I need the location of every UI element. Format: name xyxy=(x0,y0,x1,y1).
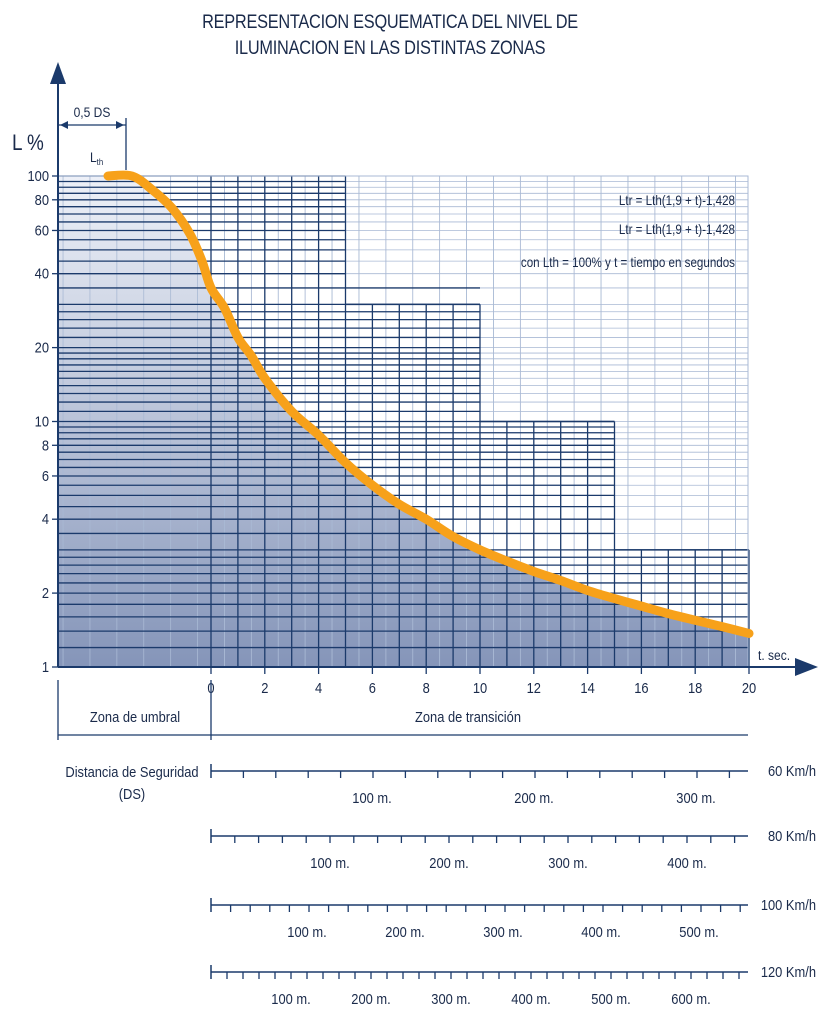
x-tick-label-10: 10 xyxy=(473,679,488,696)
scale-3-mark-5: 600 m. xyxy=(671,990,710,1007)
zone-transicion-label: Zona de transición xyxy=(415,708,521,725)
x-tick-label-12: 12 xyxy=(527,679,542,696)
scale-3-mark-2: 300 m. xyxy=(431,990,470,1007)
scale-0-mark-1: 200 m. xyxy=(514,789,553,806)
scale-2-mark-2: 300 m. xyxy=(483,923,522,940)
scale-1-mark-2: 300 m. xyxy=(548,854,587,871)
scale-0-mark-2: 300 m. xyxy=(676,789,715,806)
x-tick-label-20: 20 xyxy=(742,679,757,696)
y-tick-label-60: 60 xyxy=(35,222,50,239)
formula-line-1: Ltr = Lth(1,9 + t)-1,428 xyxy=(619,193,735,208)
formula-line-3: con Lth = 100% y t = tiempo en segundos xyxy=(521,255,735,270)
chart-title: REPRESENTACION ESQUEMATICA DEL NIVEL DE … xyxy=(158,10,622,62)
y-tick-label-40: 40 xyxy=(35,265,50,282)
distance-label-line-1: Distancia de Seguridad xyxy=(65,763,198,780)
y-tick-label-2: 2 xyxy=(42,584,49,601)
ds-bracket-arrow-left xyxy=(60,121,68,129)
axes xyxy=(50,62,818,676)
scale-0-mark-0: 100 m. xyxy=(352,789,391,806)
x-tick-label-6: 6 xyxy=(369,679,376,696)
distance-scales xyxy=(57,680,748,979)
scale-3-mark-4: 500 m. xyxy=(591,990,630,1007)
scale-1-mark-0: 100 m. xyxy=(310,854,349,871)
x-tick-label-14: 14 xyxy=(580,679,595,696)
scale-3-mark-1: 200 m. xyxy=(351,990,390,1007)
distance-label-line-2: (DS) xyxy=(119,785,145,802)
labels: 12468102040608010002468101214161820L %t.… xyxy=(12,104,816,1007)
y-axis-label: L % xyxy=(12,131,44,156)
y-tick-label-10: 10 xyxy=(35,413,50,430)
ds-bracket-arrow-right xyxy=(116,121,124,129)
x-tick-label-4: 4 xyxy=(315,679,322,696)
x-tick-label-8: 8 xyxy=(423,679,430,696)
y-tick-label-1: 1 xyxy=(42,658,49,675)
grid xyxy=(57,175,750,668)
lth-label: Lth xyxy=(90,149,103,167)
x-axis-label: t. sec. xyxy=(758,647,790,663)
chart-title-line-1: REPRESENTACION ESQUEMATICA DEL NIVEL DE xyxy=(202,12,578,33)
scale-2-mark-0: 100 m. xyxy=(287,923,326,940)
x-tick-label-16: 16 xyxy=(634,679,649,696)
scale-3-mark-3: 400 m. xyxy=(511,990,550,1007)
x-axis-arrow xyxy=(795,658,818,676)
y-tick-label-100: 100 xyxy=(28,167,50,184)
x-tick-label-2: 2 xyxy=(261,679,268,696)
chart-title-line-2: ILUMINACION EN LAS DISTINTAS ZONAS xyxy=(234,38,546,59)
scale-speed-0: 60 Km/h xyxy=(768,762,816,779)
y-tick-label-6: 6 xyxy=(42,467,49,484)
scale-1-mark-1: 200 m. xyxy=(429,854,468,871)
formula-line-2: Ltr = Lth(1,9 + t)-1,428 xyxy=(619,222,735,237)
scale-2-mark-1: 200 m. xyxy=(385,923,424,940)
scale-speed-1: 80 Km/h xyxy=(768,827,816,844)
scale-speed-2: 100 Km/h xyxy=(761,896,816,913)
lth-subscript: th xyxy=(97,156,104,167)
scale-3-mark-0: 100 m. xyxy=(271,990,310,1007)
y-tick-label-80: 80 xyxy=(35,191,50,208)
x-tick-label-18: 18 xyxy=(688,679,703,696)
transition-curve xyxy=(103,170,754,638)
scale-2-mark-4: 500 m. xyxy=(679,923,718,940)
y-tick-label-4: 4 xyxy=(42,510,49,527)
threshold-label: 0,5 DS xyxy=(74,104,111,120)
scale-2-mark-3: 400 m. xyxy=(581,923,620,940)
scale-speed-3: 120 Km/h xyxy=(761,963,816,980)
y-axis-arrow xyxy=(50,62,66,84)
y-tick-label-20: 20 xyxy=(35,339,50,356)
zone-umbral-label: Zona de umbral xyxy=(90,708,180,725)
y-tick-label-8: 8 xyxy=(42,436,49,453)
area-under-curve-shape xyxy=(58,174,749,667)
curve-layer xyxy=(103,170,754,638)
scale-1-mark-3: 400 m. xyxy=(667,854,706,871)
